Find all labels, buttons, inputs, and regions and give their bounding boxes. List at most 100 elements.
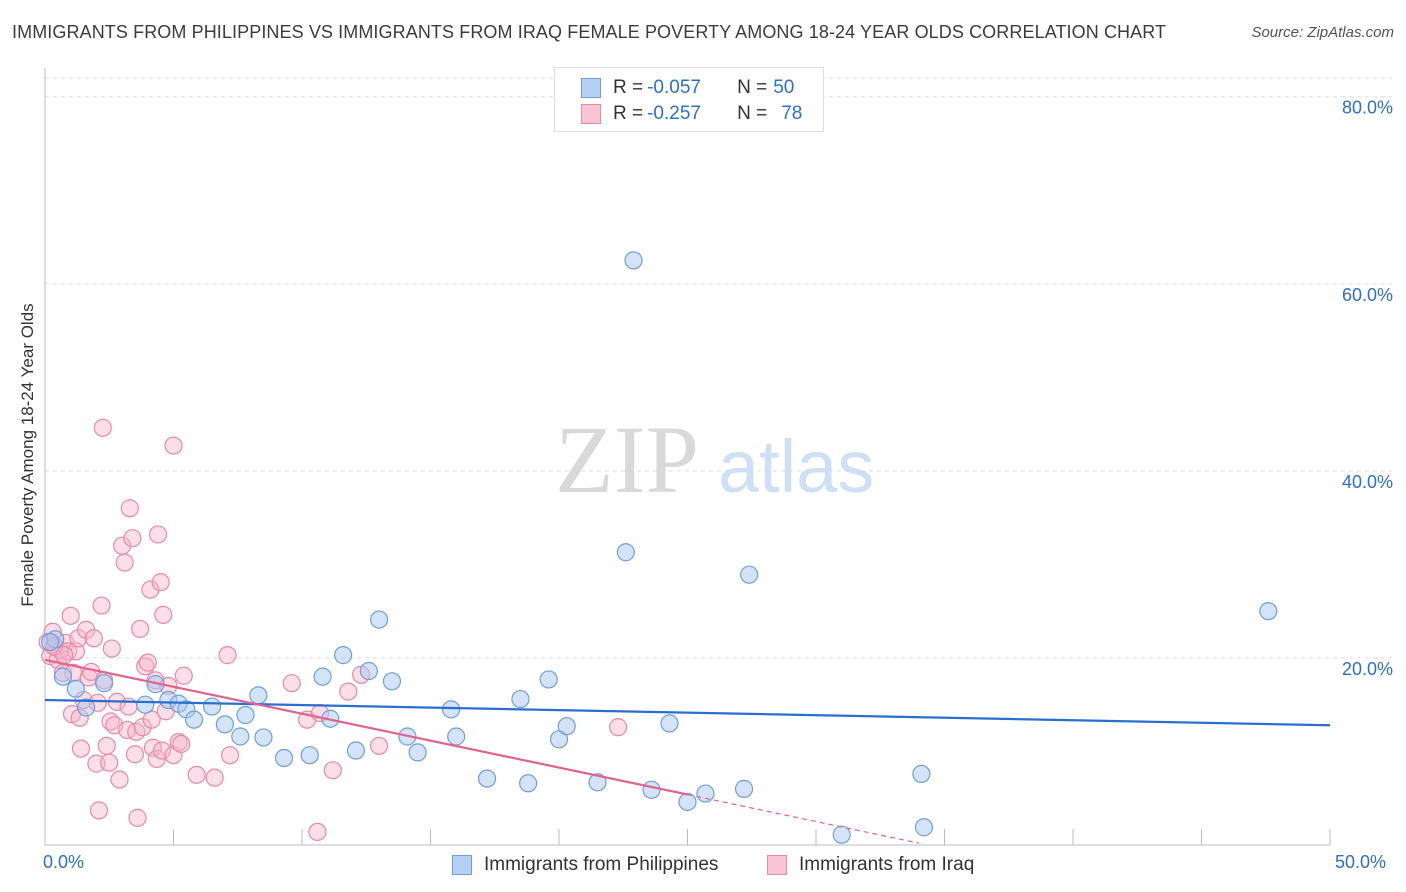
watermark-atlas: atlas [718, 425, 874, 508]
data-point-philippines [616, 543, 635, 562]
legend-swatch-iraq [581, 104, 601, 124]
y-tick-label: 40.0% [1342, 472, 1393, 492]
watermark: ZIP atlas [555, 406, 874, 513]
data-point-iraq [110, 770, 129, 789]
data-point-iraq [115, 553, 134, 572]
data-point-iraq [339, 682, 358, 701]
data-point-philippines [477, 769, 497, 788]
data-point-iraq [370, 736, 389, 755]
data-point-philippines [642, 780, 661, 799]
data-point-iraq [84, 629, 103, 648]
y-tick-label: 60.0% [1342, 285, 1393, 305]
data-point-iraq [154, 605, 173, 625]
data-point-iraq [102, 639, 121, 658]
data-point-philippines [519, 774, 538, 793]
data-point-philippines [408, 743, 427, 762]
data-point-iraq [282, 674, 301, 693]
data-point-iraq [205, 768, 224, 787]
data-point-philippines [660, 714, 679, 733]
legend-swatch-philippines [581, 78, 601, 98]
data-point-philippines [184, 710, 204, 729]
data-point-philippines [696, 784, 715, 803]
grid-lines [45, 77, 1392, 659]
data-point-iraq [128, 808, 147, 827]
data-point-philippines [588, 773, 607, 792]
data-point-iraq [130, 619, 150, 639]
data-point-philippines [539, 670, 558, 689]
data-point-philippines [66, 679, 85, 698]
data-point-philippines [53, 667, 73, 686]
data-point-philippines [249, 686, 268, 705]
legend-row-philippines: R = -0.057 N = 50 [581, 76, 794, 100]
data-point-iraq [142, 710, 161, 729]
data-point-philippines [95, 674, 114, 693]
series-iraq-points [38, 418, 628, 842]
legend-n-label: N = [737, 103, 768, 124]
legend-r-label: R = [613, 77, 644, 98]
y-tick-label: 20.0% [1342, 659, 1393, 679]
data-point-philippines [624, 251, 643, 270]
data-point-philippines [914, 818, 934, 837]
data-point-iraq [148, 525, 168, 544]
data-point-philippines [202, 697, 222, 716]
data-point-iraq [151, 573, 170, 592]
source-note: Source: ZipAtlas.com [1251, 24, 1394, 41]
data-point-iraq [323, 761, 342, 780]
data-point-philippines [313, 667, 332, 686]
data-point-philippines [678, 792, 697, 812]
data-point-philippines [77, 698, 96, 717]
data-point-iraq [55, 646, 74, 665]
legend-r-label: R = [613, 103, 644, 124]
data-point-iraq [164, 436, 183, 455]
axes [44, 68, 1331, 846]
trend-lines [44, 658, 1331, 844]
data-point-philippines [254, 728, 273, 747]
data-point-iraq [218, 646, 237, 665]
data-point-philippines [334, 646, 353, 665]
legend-row-iraq: R = -0.257 N = 78 [581, 102, 802, 126]
data-point-philippines [300, 746, 319, 765]
data-point-iraq [118, 720, 137, 740]
bottom-legend-label-philippines: Immigrants from Philippines [484, 854, 719, 875]
data-point-philippines [231, 727, 250, 746]
data-point-philippines [740, 565, 759, 584]
bottom-legend-swatch-iraq [767, 855, 787, 875]
chart-title: IMMIGRANTS FROM PHILIPPINES VS IMMIGRANT… [12, 22, 1167, 42]
y-axis-label: Female Poverty Among 18-24 Year Olds [18, 303, 37, 607]
data-point-philippines [447, 727, 466, 746]
legend-r-value: -0.057 [647, 77, 701, 98]
data-point-philippines [274, 748, 294, 768]
x-tick-min: 0.0% [43, 852, 85, 872]
data-point-iraq [100, 753, 119, 772]
data-point-iraq [174, 666, 193, 685]
data-point-iraq [141, 580, 160, 599]
bottom-legend-label-iraq: Immigrants from Iraq [799, 854, 975, 875]
data-point-philippines [359, 661, 378, 681]
data-point-iraq [123, 529, 142, 548]
data-point-iraq [138, 653, 157, 672]
data-point-philippines [346, 741, 366, 760]
y-tick-label: 80.0% [1342, 98, 1393, 118]
bottom-legend-iraq: Immigrants from Iraq [767, 852, 974, 878]
data-point-philippines [215, 715, 234, 734]
data-point-iraq [187, 765, 206, 784]
correlation-legend: R = -0.057 N = 50 R = -0.257 N = 78 [554, 67, 824, 132]
legend-n-value: 78 [781, 103, 803, 124]
data-point-iraq [92, 596, 111, 615]
data-point-iraq [61, 606, 80, 625]
data-point-iraq [220, 746, 240, 765]
legend-n-value: 50 [773, 77, 795, 98]
data-point-iraq [93, 418, 112, 437]
data-point-philippines [832, 825, 851, 844]
data-point-iraq [172, 734, 191, 754]
y-tick-labels: 20.0% 40.0% 60.0% 80.0% [1342, 98, 1393, 679]
data-point-philippines [912, 764, 931, 784]
data-point-iraq [120, 499, 139, 518]
bottom-legend-philippines: Immigrants from Philippines [452, 852, 718, 878]
data-point-iraq [169, 733, 188, 752]
data-point-philippines [734, 779, 754, 798]
data-point-philippines [370, 610, 389, 629]
data-point-iraq [609, 718, 628, 737]
trend-line-iraq [44, 658, 688, 796]
trend-line-iraq-extension [687, 793, 919, 844]
